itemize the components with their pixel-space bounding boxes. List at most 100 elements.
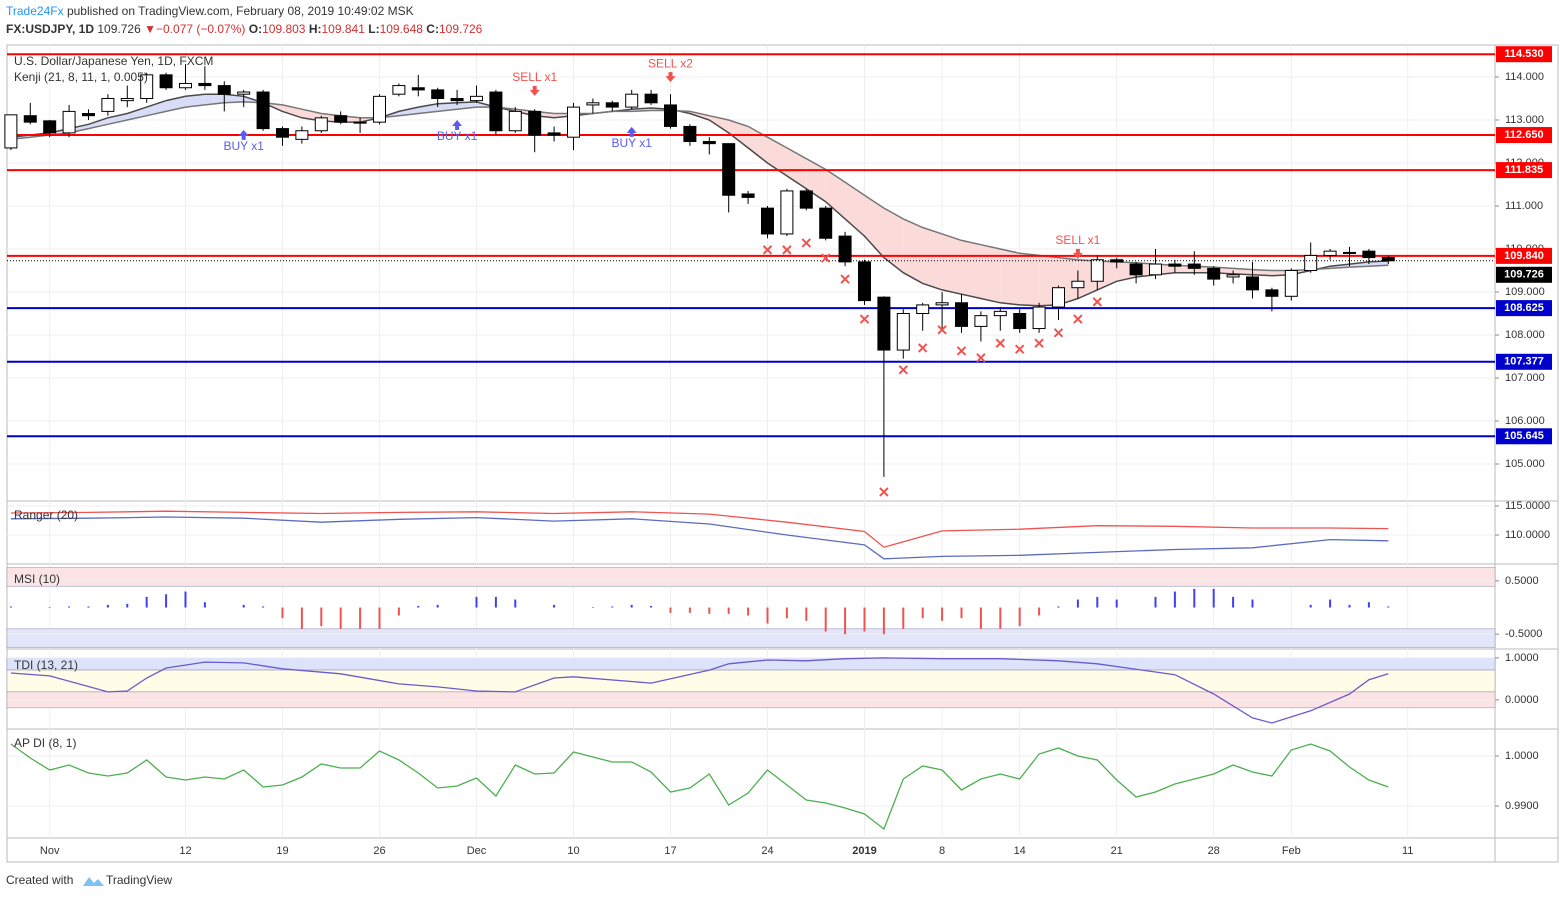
- band: [6, 567, 1496, 587]
- indicator-line: [10, 743, 1389, 831]
- frame: [6, 44, 1559, 863]
- candle-body: [722, 143, 736, 196]
- x-tick-label: 28: [1208, 845, 1220, 857]
- cloud-fill: [961, 240, 981, 299]
- candle-body: [217, 85, 231, 95]
- signal-label: BUY x1: [611, 136, 652, 150]
- stop-mark: [956, 346, 967, 356]
- pane-title: MSI (10): [14, 572, 60, 586]
- candle-body: [528, 110, 542, 136]
- candle-body: [1129, 263, 1143, 276]
- pane-subtitle: Kenji (21, 8, 11, 1, 0.005): [14, 70, 148, 84]
- signal-arrow: [665, 72, 676, 83]
- candle-body: [140, 74, 154, 99]
- candle-body: [683, 125, 697, 142]
- candle-body: [392, 85, 406, 95]
- cloud-fill: [185, 94, 205, 108]
- stop-mark: [1053, 328, 1064, 338]
- stop-mark: [937, 325, 947, 335]
- candle-body: [1362, 250, 1376, 259]
- signal-arrow: [238, 129, 249, 140]
- cloud-fill: [282, 104, 302, 118]
- cloud-fill: [107, 113, 128, 125]
- cloud-fill: [825, 169, 846, 219]
- y-tick-label: 110.0000: [1505, 529, 1550, 541]
- y-tick-label: 0.5000: [1505, 575, 1539, 587]
- candle-body: [935, 302, 949, 306]
- candle-body: [625, 93, 639, 108]
- pane-title: U.S. Dollar/Japanese Yen, 1D, FXCM: [14, 54, 213, 68]
- candle-body: [819, 207, 833, 239]
- candle-body: [1207, 267, 1221, 280]
- candle-body: [857, 261, 871, 302]
- stop-mark: [762, 245, 773, 255]
- candle-body: [1110, 259, 1124, 263]
- candle-body: [81, 113, 95, 117]
- y-tick-label: 1.0000: [1505, 652, 1539, 664]
- candle-body: [605, 102, 619, 108]
- level-label-box: [1496, 428, 1552, 445]
- candle-body: [295, 130, 309, 140]
- band: [6, 669, 1496, 693]
- x-tick-label: 11: [1402, 845, 1413, 857]
- candle-body: [198, 82, 212, 87]
- x-tick-label: 8: [939, 845, 945, 857]
- stop-mark: [820, 253, 831, 263]
- signal-arrow: [452, 119, 463, 130]
- candle-body: [120, 97, 134, 102]
- candle-body: [256, 91, 270, 130]
- stop-mark: [1073, 314, 1083, 324]
- indicator-line: [10, 510, 1389, 548]
- level-label-box: [1496, 127, 1552, 144]
- level-label: 107.377: [1504, 356, 1544, 368]
- cloud-fill: [127, 107, 147, 120]
- candle-body: [1304, 254, 1318, 272]
- candle-body: [314, 117, 328, 132]
- signal-arrow: [1072, 248, 1083, 259]
- stop-mark: [917, 343, 928, 353]
- cloud-fill: [709, 115, 729, 133]
- x-tick-label: 21: [1111, 845, 1123, 857]
- level-label-box: [1496, 247, 1552, 264]
- candle-body: [275, 128, 289, 138]
- y-tick-label: 114.000: [1505, 71, 1544, 83]
- band: [6, 657, 1496, 671]
- x-tick-label: 17: [664, 845, 676, 857]
- level-label-box: [1496, 300, 1552, 317]
- last-price-label: 109.726: [1504, 269, 1544, 281]
- candle-body: [1342, 251, 1356, 254]
- signal-label: SELL x2: [648, 56, 693, 70]
- candle-body: [644, 93, 658, 104]
- symbol-line: FX:USDJPY, 1D 109.726 ▼−0.077 (−0.07%) O…: [6, 22, 483, 36]
- candle-body: [23, 115, 37, 123]
- candle-body: [916, 304, 930, 315]
- candle-body: [1323, 250, 1337, 256]
- candle-body: [411, 87, 425, 91]
- y-tick-label: 113.000: [1505, 114, 1544, 126]
- stop-mark: [1014, 344, 1025, 354]
- cloud-fill: [1019, 253, 1040, 306]
- candle-body: [877, 296, 891, 351]
- candle-body: [159, 74, 173, 89]
- candle-body: [334, 115, 348, 123]
- level-label: 109.840: [1504, 250, 1544, 262]
- x-tick-label: 10: [567, 845, 579, 857]
- candle-body: [547, 132, 561, 136]
- candle-body: [896, 313, 910, 351]
- high-value: 109.841: [322, 22, 366, 36]
- cloud-fill: [942, 233, 962, 295]
- candle-body: [4, 114, 18, 149]
- y-tick-label: 111.000: [1505, 200, 1543, 212]
- stop-mark: [1034, 338, 1044, 348]
- candle-body: [838, 235, 852, 263]
- x-tick-label: 2019: [852, 845, 876, 857]
- stop-mark: [782, 245, 792, 255]
- candle-body: [1051, 287, 1065, 308]
- candle-body: [1013, 313, 1027, 330]
- level-label: 108.625: [1504, 302, 1544, 314]
- cloud-fill: [1252, 269, 1272, 276]
- close-key: C:: [426, 22, 439, 36]
- stop-mark: [995, 338, 1005, 348]
- candle-body: [353, 121, 367, 124]
